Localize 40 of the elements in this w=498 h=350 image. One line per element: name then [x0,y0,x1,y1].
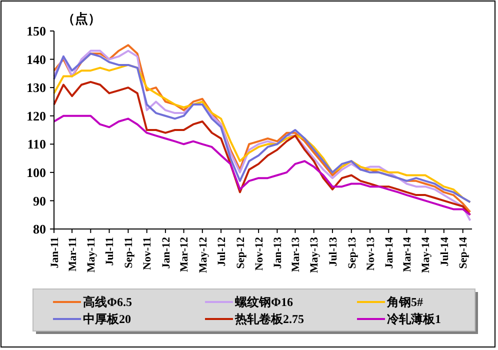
x-tick-label: Nov-12 [253,236,266,271]
legend-label: 螺纹钢Φ16 [234,295,293,310]
x-tick-label: Jan-12 [160,236,172,269]
y-axis-title: （点） [62,11,101,26]
y-tick-label: 130 [26,80,46,96]
x-tick-label: Jul-11 [104,237,116,266]
x-tick-label: Mar-14 [402,236,414,272]
x-tick-label: Jul-12 [216,236,228,266]
y-tick-label: 90 [33,193,46,208]
x-tick-label: Jan-13 [272,236,284,269]
x-tick-label: Jan-14 [383,236,396,269]
x-tick-label: Nov-13 [364,236,377,271]
x-tick-label: May-11 [85,237,98,272]
y-tick-label: 110 [27,136,46,152]
legend-label: 中厚板20 [83,312,131,326]
y-tick-label: 100 [26,164,46,180]
legend-label: 高线Φ6.5 [83,295,132,310]
x-tick-label: Sep-14 [458,236,470,269]
legend-label: 热轧卷板2.75 [234,312,304,326]
x-tick-label: Jul-14 [438,236,451,266]
x-tick-label: Sep-13 [346,236,358,269]
y-tick-label: 150 [26,24,46,39]
y-tick-label: 140 [26,52,46,67]
y-tick-label: 80 [33,222,46,237]
legend-label: 角钢5# [386,295,423,310]
x-tick-label: Nov-11 [142,237,154,270]
legend-label: 冷轧薄板1 [387,312,441,326]
x-tick-label: May-12 [197,236,210,274]
x-tick-label: Sep-11 [123,237,136,268]
x-tick-label: Jul-13 [327,236,340,266]
x-tick-label: Mar-13 [290,236,302,272]
x-tick-label: May-13 [308,236,321,274]
x-tick-label: May-14 [420,236,432,274]
line-series [53,114,472,216]
x-tick-label: Mar-11 [66,237,79,272]
x-tick-label: Mar-12 [178,236,191,272]
x-tick-label: Jan-11 [48,237,61,268]
x-tick-label: Sep-12 [234,236,247,269]
line-series [53,80,472,216]
y-tick-label: 120 [26,108,46,124]
